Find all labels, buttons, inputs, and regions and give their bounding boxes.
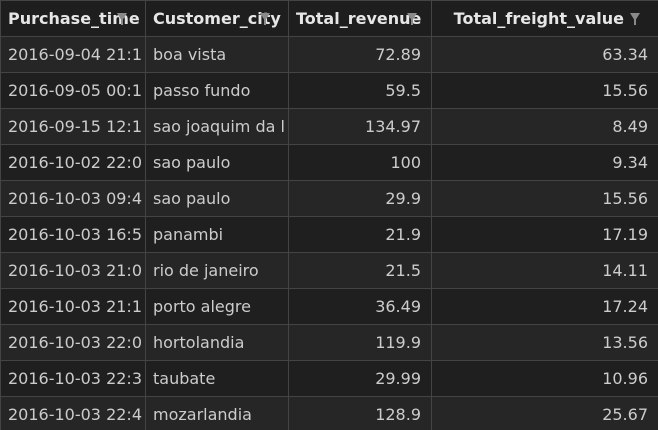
table-row[interactable]: 2016-10-03 21:0 rio de janeiro 21.5 14.1… bbox=[0, 252, 658, 289]
cell-purchase-time[interactable]: 2016-10-02 22:0 bbox=[0, 144, 146, 181]
column-header-total-freight-value[interactable]: Total_freight_value bbox=[431, 0, 658, 37]
cell-total-revenue[interactable]: 21.5 bbox=[288, 252, 432, 289]
cell-total-freight-value[interactable]: 15.56 bbox=[431, 72, 658, 109]
column-header-purchase-time[interactable]: Purchase_time bbox=[0, 0, 146, 37]
cell-customer-city[interactable]: sao joaquim da l bbox=[145, 108, 289, 145]
column-header-label: Purchase_time bbox=[8, 9, 140, 28]
cell-total-revenue[interactable]: 29.9 bbox=[288, 180, 432, 217]
cell-total-revenue[interactable]: 100 bbox=[288, 144, 432, 181]
cell-customer-city[interactable]: sao paulo bbox=[145, 180, 289, 217]
cell-customer-city[interactable]: passo fundo bbox=[145, 72, 289, 109]
cell-customer-city[interactable]: rio de janeiro bbox=[145, 252, 289, 289]
cell-customer-city[interactable]: porto alegre bbox=[145, 288, 289, 325]
cell-total-revenue[interactable]: 72.89 bbox=[288, 36, 432, 73]
cell-purchase-time[interactable]: 2016-10-03 22:0 bbox=[0, 324, 146, 361]
cell-total-freight-value[interactable]: 10.96 bbox=[431, 360, 658, 397]
cell-total-revenue[interactable]: 29.99 bbox=[288, 360, 432, 397]
cell-purchase-time[interactable]: 2016-10-03 22:4 bbox=[0, 396, 146, 430]
cell-total-revenue[interactable]: 128.9 bbox=[288, 396, 432, 430]
cell-customer-city[interactable]: mozarlandia bbox=[145, 396, 289, 430]
header-row: Purchase_time Customer_city Total_revenu… bbox=[0, 0, 658, 37]
cell-purchase-time[interactable]: 2016-09-05 00:1 bbox=[0, 72, 146, 109]
cell-total-freight-value[interactable]: 25.67 bbox=[431, 396, 658, 430]
cell-total-revenue[interactable]: 21.9 bbox=[288, 216, 432, 253]
cell-customer-city[interactable]: taubate bbox=[145, 360, 289, 397]
column-header-label: Total_freight_value bbox=[453, 9, 624, 28]
cell-purchase-time[interactable]: 2016-10-03 16:5 bbox=[0, 216, 146, 253]
column-header-total-revenue[interactable]: Total_revenue bbox=[288, 0, 432, 37]
table-row[interactable]: 2016-09-05 00:1 passo fundo 59.5 15.56 bbox=[0, 72, 658, 109]
filter-icon[interactable] bbox=[260, 13, 270, 25]
table-row[interactable]: 2016-10-03 09:4 sao paulo 29.9 15.56 bbox=[0, 180, 658, 217]
column-header-label: Customer_city bbox=[153, 9, 281, 28]
table-row[interactable]: 2016-09-15 12:1 sao joaquim da l 134.97 … bbox=[0, 108, 658, 145]
cell-total-revenue[interactable]: 134.97 bbox=[288, 108, 432, 145]
table-row[interactable]: 2016-10-03 22:0 hortolandia 119.9 13.56 bbox=[0, 324, 658, 361]
cell-total-freight-value[interactable]: 17.24 bbox=[431, 288, 658, 325]
cell-total-freight-value[interactable]: 15.56 bbox=[431, 180, 658, 217]
cell-total-freight-value[interactable]: 14.11 bbox=[431, 252, 658, 289]
column-header-label: Total_revenue bbox=[296, 9, 422, 28]
table-body: 2016-09-04 21:1 boa vista 72.89 63.34 20… bbox=[0, 36, 658, 430]
cell-total-freight-value[interactable]: 13.56 bbox=[431, 324, 658, 361]
cell-total-freight-value[interactable]: 63.34 bbox=[431, 36, 658, 73]
cell-total-freight-value[interactable]: 17.19 bbox=[431, 216, 658, 253]
cell-customer-city[interactable]: sao paulo bbox=[145, 144, 289, 181]
cell-total-freight-value[interactable]: 9.34 bbox=[431, 144, 658, 181]
filter-icon[interactable] bbox=[407, 13, 417, 25]
filter-icon[interactable] bbox=[630, 13, 640, 25]
cell-purchase-time[interactable]: 2016-10-03 22:3 bbox=[0, 360, 146, 397]
cell-total-revenue[interactable]: 59.5 bbox=[288, 72, 432, 109]
table-row[interactable]: 2016-10-03 21:1 porto alegre 36.49 17.24 bbox=[0, 288, 658, 325]
table-row[interactable]: 2016-10-03 22:3 taubate 29.99 10.96 bbox=[0, 360, 658, 397]
cell-total-revenue[interactable]: 36.49 bbox=[288, 288, 432, 325]
cell-total-freight-value[interactable]: 8.49 bbox=[431, 108, 658, 145]
cell-customer-city[interactable]: boa vista bbox=[145, 36, 289, 73]
table-row[interactable]: 2016-09-04 21:1 boa vista 72.89 63.34 bbox=[0, 36, 658, 73]
table-row[interactable]: 2016-10-02 22:0 sao paulo 100 9.34 bbox=[0, 144, 658, 181]
table-row[interactable]: 2016-10-03 22:4 mozarlandia 128.9 25.67 bbox=[0, 396, 658, 430]
cell-purchase-time[interactable]: 2016-09-15 12:1 bbox=[0, 108, 146, 145]
cell-purchase-time[interactable]: 2016-09-04 21:1 bbox=[0, 36, 146, 73]
cell-customer-city[interactable]: hortolandia bbox=[145, 324, 289, 361]
cell-customer-city[interactable]: panambi bbox=[145, 216, 289, 253]
cell-purchase-time[interactable]: 2016-10-03 21:0 bbox=[0, 252, 146, 289]
filter-icon[interactable] bbox=[117, 13, 127, 25]
table-row[interactable]: 2016-10-03 16:5 panambi 21.9 17.19 bbox=[0, 216, 658, 253]
column-header-customer-city[interactable]: Customer_city bbox=[145, 0, 289, 37]
cell-total-revenue[interactable]: 119.9 bbox=[288, 324, 432, 361]
cell-purchase-time[interactable]: 2016-10-03 09:4 bbox=[0, 180, 146, 217]
cell-purchase-time[interactable]: 2016-10-03 21:1 bbox=[0, 288, 146, 325]
